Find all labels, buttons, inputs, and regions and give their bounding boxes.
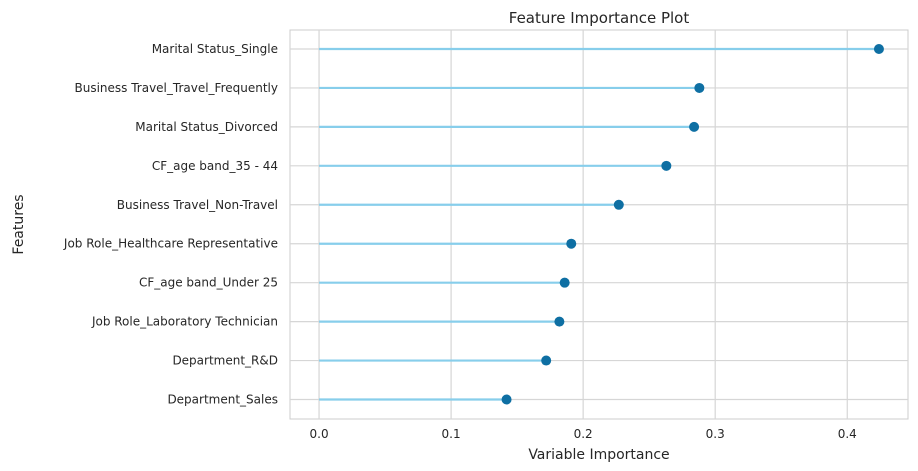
y-tick-label: CF_age band_35 - 44 [152,159,278,173]
lollipop-markers [501,44,884,405]
lollipop-marker [873,44,884,54]
y-tick-label: Marital Status_Divorced [135,120,278,134]
lollipop-marker [613,199,624,210]
lollipop-marker [566,238,577,249]
lollipop-marker [661,160,672,171]
lollipop-marker [541,355,552,366]
plot-area [289,29,909,420]
x-tick-label: 0.1 [442,427,461,441]
lollipop-marker [554,316,565,327]
y-tick-label: Department_Sales [167,393,278,407]
y-tick-label: Job Role_Laboratory Technician [91,315,278,329]
y-tick-label: Business Travel_Non-Travel [117,198,278,212]
y-tick-label: Department_R&D [172,354,278,368]
x-tick-labels: 0.0 0.1 0.2 0.3 0.4 [310,427,857,441]
x-gridlines [318,30,848,419]
x-tick-label: 0.3 [706,427,725,441]
lollipop-marker [559,277,570,288]
lollipop-stems [319,47,879,401]
lollipop-marker [689,121,700,132]
x-axis-title: Variable Importance [528,447,669,463]
y-tick-label: Business Travel_Travel_Frequently [74,81,278,95]
y-axis-title: Features [11,194,27,254]
lollipop-marker [501,394,512,405]
y-tick-labels: Marital Status_Single Business Travel_Tra… [63,42,278,407]
y-tick-label: Marital Status_Single [152,42,278,56]
x-tick-label: 0.4 [838,427,857,441]
lollipop-marker [694,82,705,93]
y-tick-label: CF_age band_Under 25 [139,276,278,290]
chart-title: Feature Importance Plot [509,9,690,27]
x-tick-label: 0.2 [574,427,593,441]
x-tick-label: 0.0 [310,427,329,441]
y-tick-label: Job Role_Healthcare Representative [63,237,278,251]
